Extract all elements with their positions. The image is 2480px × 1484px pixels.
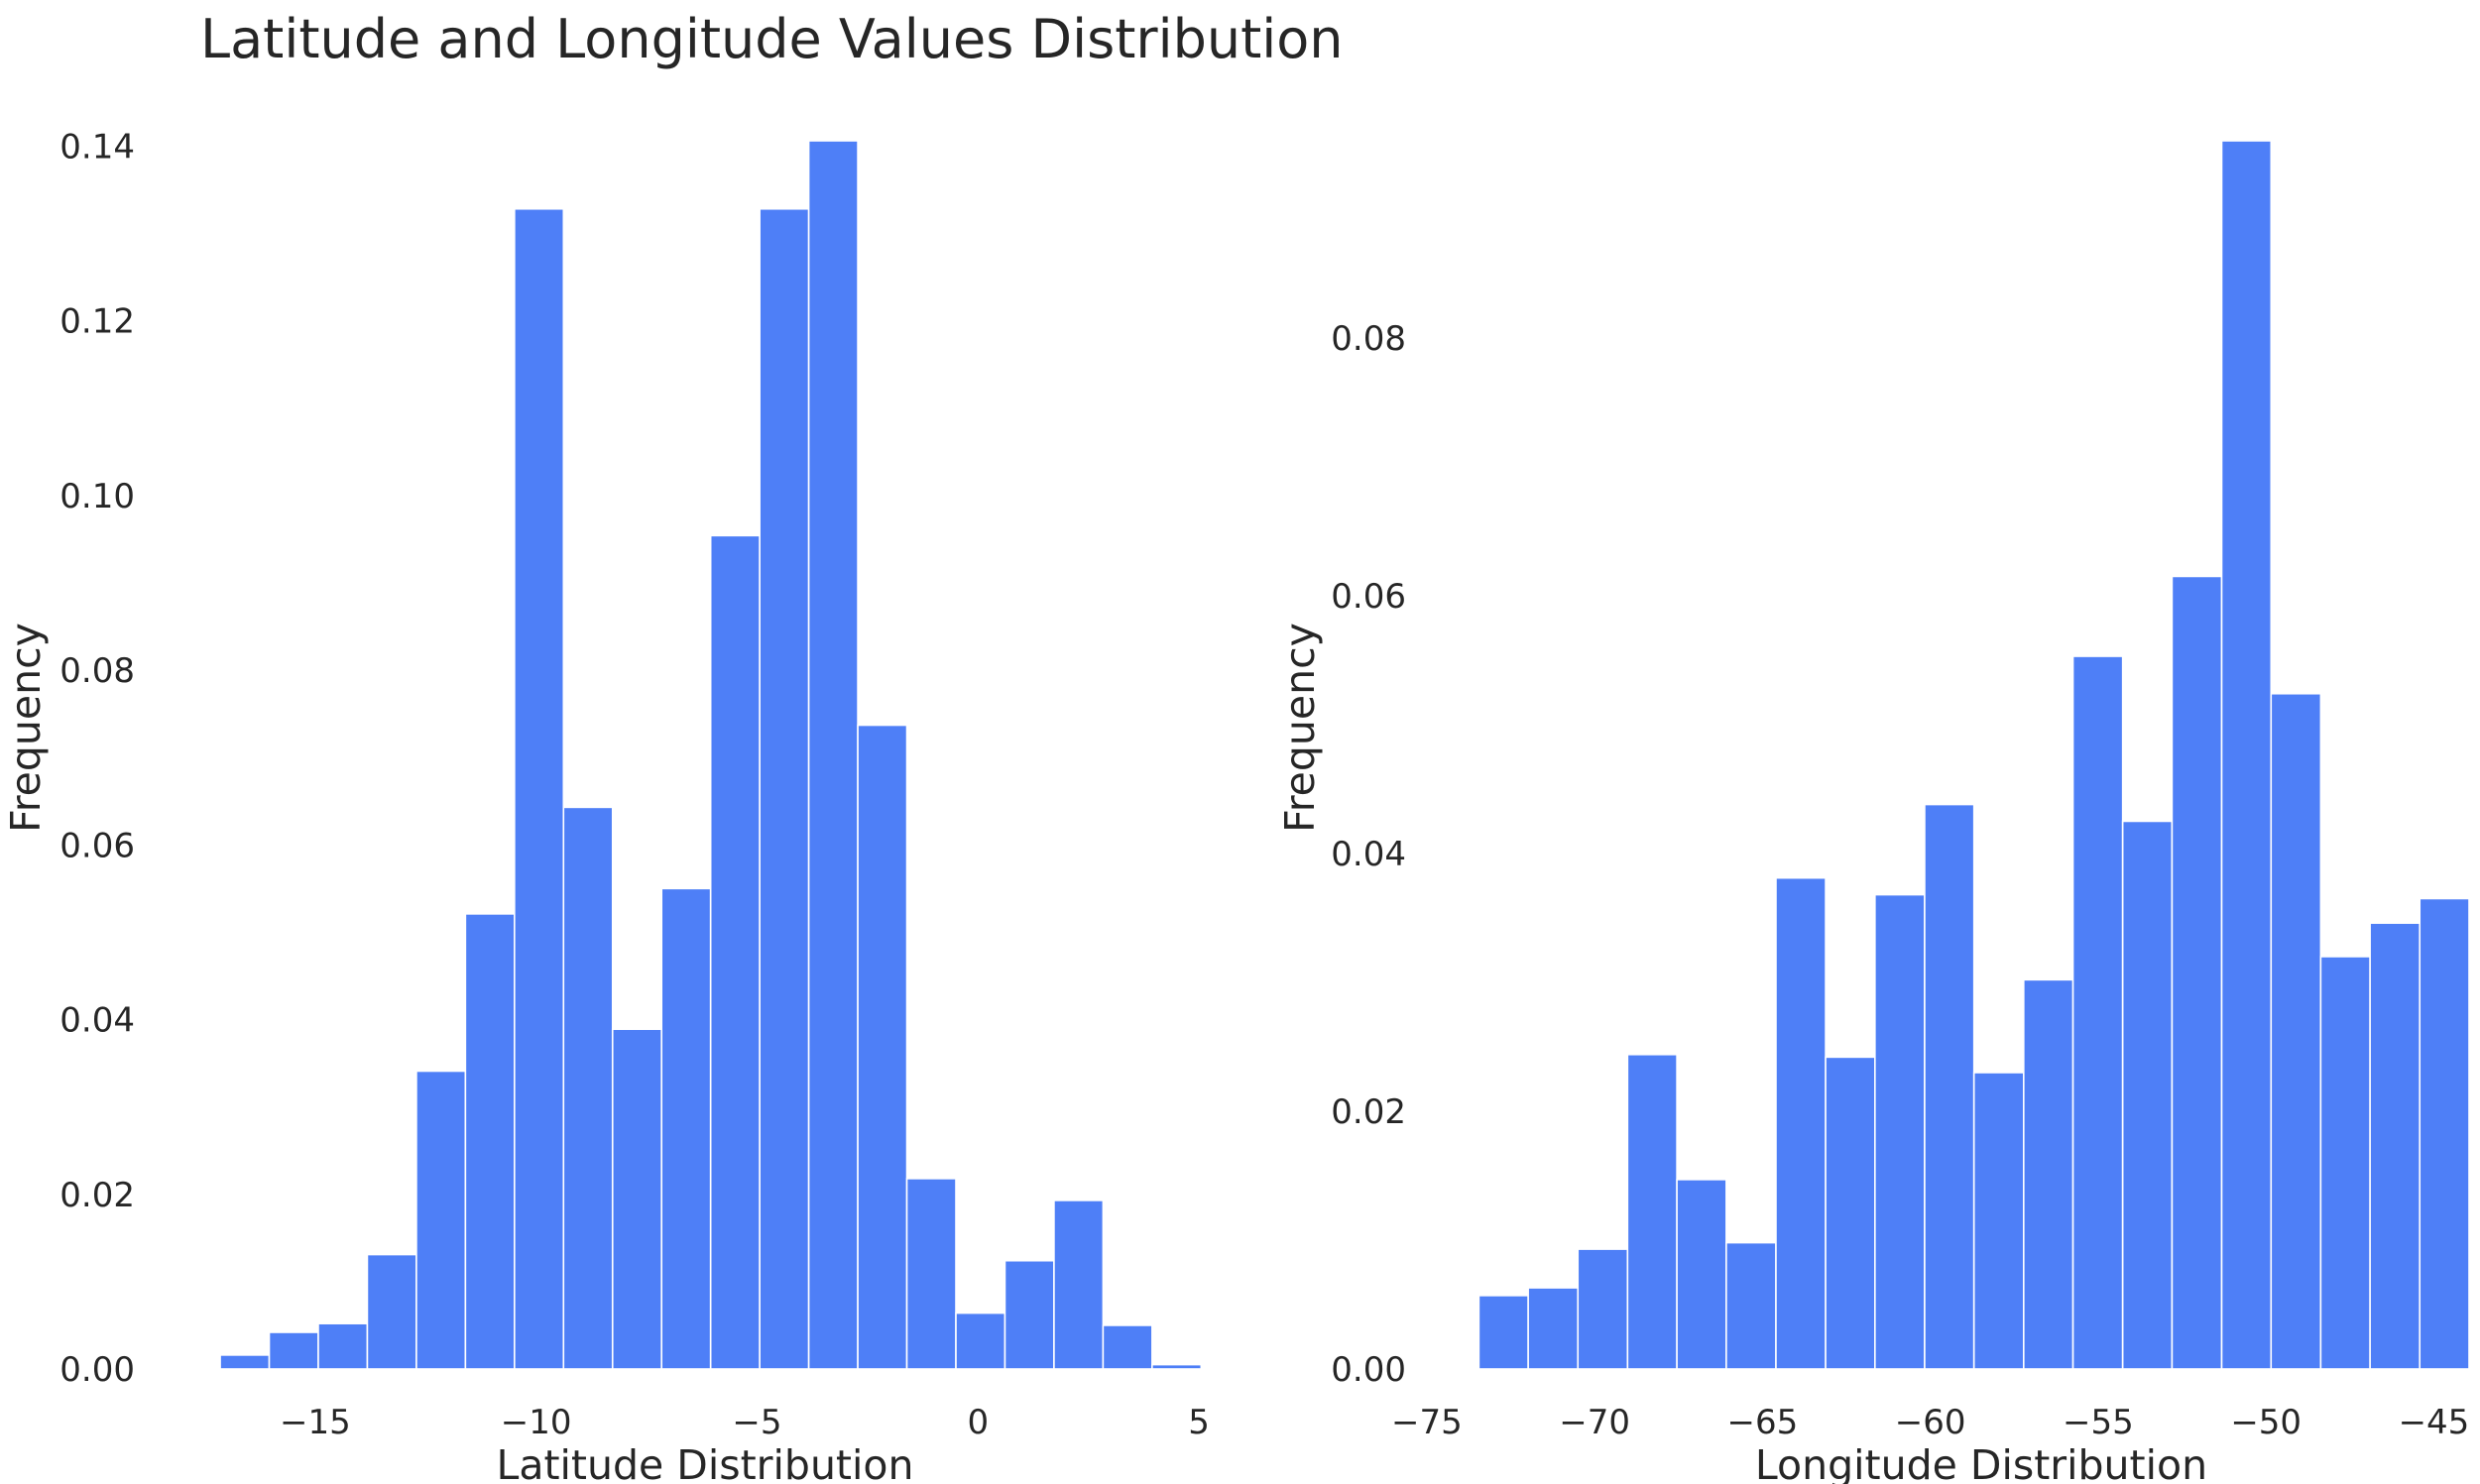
longitude-x-tick-label: −50: [2230, 1403, 2302, 1442]
longitude-bar-4: [1626, 1053, 1678, 1370]
latitude-bar-1: [219, 1354, 271, 1370]
latitude-y-tick-label: 0.08: [59, 651, 135, 691]
latitude-bar-16: [955, 1312, 1006, 1370]
longitude-bar-8: [1825, 1056, 1876, 1370]
latitude-y-tick-label: 0.14: [59, 127, 135, 167]
latitude-bar-7: [514, 207, 565, 1370]
latitude-x-tick-label: −5: [732, 1403, 781, 1442]
latitude-y-tick-label: 0.12: [59, 302, 135, 342]
latitude-bar-19: [1102, 1324, 1153, 1370]
longitude-bar-9: [1874, 893, 1926, 1370]
longitude-bar-18: [2319, 956, 2371, 1370]
longitude-y-axis-label: Frequency: [1276, 623, 1324, 833]
longitude-y-tick-label: 0.08: [1331, 319, 1406, 359]
longitude-bar-14: [2121, 820, 2174, 1370]
latitude-y-tick-label: 0.10: [59, 477, 135, 516]
latitude-y-tick-label: 0.06: [59, 826, 135, 865]
longitude-x-tick-label: −45: [2399, 1403, 2470, 1442]
longitude-bar-7: [1775, 876, 1827, 1370]
latitude-y-ticks: 0.00 0.02 0.04 0.06 0.08 0.10 0.12 0.14: [59, 127, 135, 1390]
latitude-x-tick-label: −10: [501, 1403, 572, 1442]
latitude-bar-9: [611, 1028, 663, 1370]
latitude-bar-11: [709, 534, 761, 1370]
longitude-bar-19: [2369, 922, 2421, 1370]
latitude-bar-17: [1004, 1259, 1055, 1370]
longitude-x-tick-label: −55: [2063, 1403, 2134, 1442]
longitude-bar-6: [1725, 1241, 1777, 1370]
longitude-bar-1: [1477, 1295, 1529, 1370]
longitude-bar-2: [1527, 1287, 1580, 1370]
longitude-x-axis-label: Longitude Distribution: [1755, 1441, 2207, 1484]
latitude-bar-3: [317, 1322, 369, 1370]
chart-title: Latitude and Longitude Values Distributi…: [200, 8, 1344, 70]
latitude-bar-8: [562, 806, 614, 1370]
longitude-bars: [1477, 140, 2470, 1370]
longitude-x-ticks: −75 −70 −65 −60 −55 −50 −45: [1391, 1403, 2469, 1442]
latitude-bar-20: [1151, 1363, 1203, 1370]
longitude-bar-5: [1676, 1179, 1727, 1370]
longitude-x-tick-label: −70: [1559, 1403, 1630, 1442]
latitude-y-tick-label: 0.04: [59, 1001, 135, 1041]
longitude-y-tick-label: 0.06: [1331, 577, 1406, 617]
latitude-x-ticks: −15 −10 −5 0 5: [280, 1403, 1210, 1442]
latitude-bar-2: [268, 1331, 319, 1370]
latitude-bar-6: [464, 913, 516, 1370]
latitude-bar-15: [905, 1178, 957, 1370]
longitude-bar-13: [2071, 655, 2124, 1370]
latitude-y-axis-label: Frequency: [2, 623, 50, 833]
longitude-x-tick-label: −75: [1391, 1403, 1463, 1442]
latitude-bar-12: [759, 207, 810, 1370]
longitude-bar-10: [1924, 803, 1975, 1370]
latitude-histogram-panel: 0.000.020.040.060.080.100.120.14 −15 −10−…: [2, 127, 1210, 1484]
latitude-x-tick-label: −15: [280, 1403, 351, 1442]
latitude-x-axis-label: Latitude Distribution: [497, 1441, 914, 1484]
longitude-histogram-panel: 0.000.020.040.060.08 −75 −70 −65 −60 −55 −50−…: [1276, 140, 2470, 1484]
latitude-bar-13: [807, 140, 859, 1370]
longitude-bar-17: [2270, 692, 2322, 1370]
longitude-bar-11: [1972, 1072, 2025, 1370]
longitude-bar-20: [2419, 897, 2470, 1370]
latitude-bars: [219, 140, 1203, 1370]
longitude-y-tick-label: 0.00: [1331, 1350, 1406, 1390]
latitude-x-tick-label: 0: [967, 1403, 989, 1442]
longitude-y-tick-label: 0.04: [1331, 835, 1406, 874]
longitude-x-tick-label: −65: [1727, 1403, 1799, 1442]
latitude-bar-4: [366, 1253, 417, 1370]
longitude-bar-16: [2220, 140, 2273, 1370]
longitude-y-ticks: 0.00 0.02 0.04 0.06 0.08: [1331, 319, 1406, 1390]
latitude-bar-18: [1053, 1199, 1105, 1370]
latitude-bar-14: [857, 724, 908, 1370]
latitude-y-tick-label: 0.00: [59, 1350, 135, 1390]
longitude-bar-15: [2171, 575, 2223, 1370]
latitude-bar-10: [660, 887, 712, 1370]
latitude-y-tick-label: 0.02: [59, 1176, 135, 1215]
longitude-y-tick-label: 0.02: [1331, 1092, 1406, 1132]
longitude-bar-12: [2023, 978, 2074, 1370]
longitude-bar-3: [1577, 1248, 1629, 1370]
latitude-x-tick-label: 5: [1188, 1403, 1210, 1442]
longitude-x-tick-label: −60: [1895, 1403, 1966, 1442]
latitude-bar-5: [415, 1070, 467, 1370]
